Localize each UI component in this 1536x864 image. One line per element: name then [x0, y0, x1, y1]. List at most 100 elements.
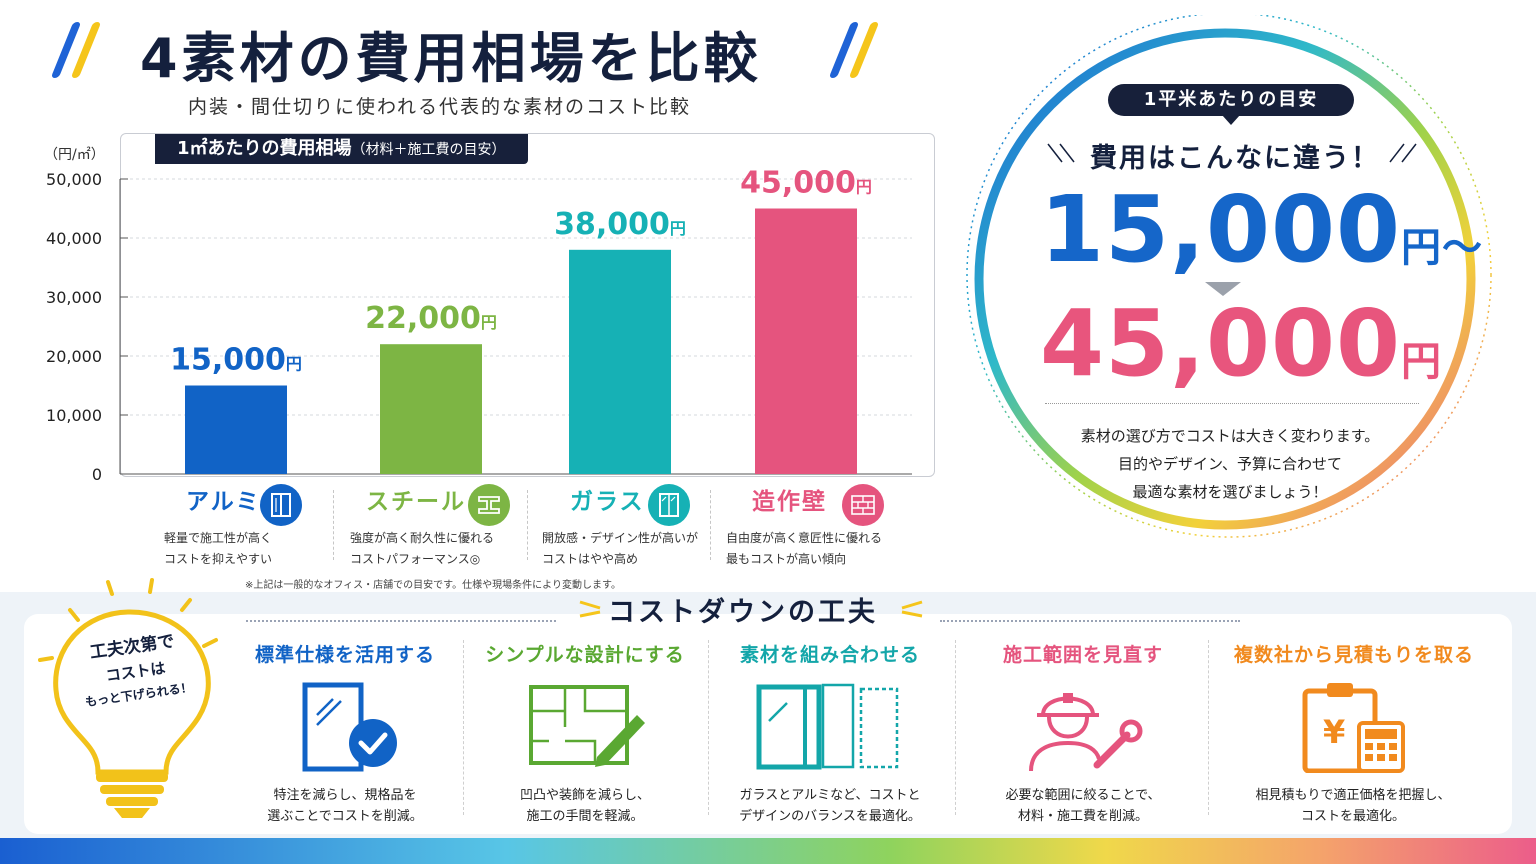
y-tick-label: 10,000 [46, 406, 102, 425]
desc-line: 相見積もりで適正価格を把握し、 [1255, 788, 1451, 803]
category-steel: スチール 強度が高く耐久性に優れる コストパフォーマンス◎ [350, 482, 536, 572]
section-deco-right [940, 620, 1240, 622]
section-title-deco-left [579, 600, 601, 618]
tip-divider [463, 640, 464, 815]
desc-line: コストパフォーマンス◎ [350, 552, 481, 566]
tip-divider [708, 640, 709, 815]
tip-desc: 必要な範囲に絞ることで、 材料・施工費を削減。 [964, 785, 1202, 827]
category-divider [333, 490, 334, 560]
tip-multiple-quotes: 複数社から見積もりを取る ¥ 相見積もりで適正価格を把握し、 コストを最適化。 [1234, 640, 1473, 827]
desc-line: 軽量で施工性が高く [164, 531, 273, 545]
cost-down-card [24, 614, 1512, 834]
standard-panel-check-icon [285, 681, 405, 773]
category-desc: 強度が高く耐久性に優れる コストパフォーマンス◎ [350, 528, 540, 570]
desc-line: 選ぶことでコストを削減。 [267, 809, 423, 824]
y-tick-label: 40,000 [46, 229, 102, 248]
blueprint-pencil-icon [525, 681, 645, 773]
price-from-value: 15,000 [1040, 176, 1402, 283]
worker-wrench-icon [1023, 681, 1143, 773]
desc-line: 素材の選び方でコストは大きく変わります。 [1080, 427, 1380, 445]
summary-headline: 費用はこんなに違う！ [1090, 143, 1380, 174]
category-desc: 開放感・デザイン性が高いが コストはやや高め [542, 528, 732, 570]
down-arrow-icon [1205, 282, 1241, 296]
tip-divider [955, 640, 956, 815]
tip-review-scope: 施工範囲を見直す 必要な範囲に絞ることで、 材料・施工費を削減。 [964, 640, 1202, 827]
chart-header: 1㎡あたりの費用相場（材料＋施工費の目安） [155, 134, 528, 164]
bar [755, 208, 857, 474]
category-glass: ガラス 開放感・デザイン性が高いが コストはやや高め [542, 482, 740, 572]
category-desc: 軽量で施工性が高く コストを抑えやすい [164, 528, 354, 570]
y-tick-label: 30,000 [46, 288, 102, 307]
desc-line: 強度が高く耐久性に優れる [350, 531, 495, 545]
footnote: ※上記は一般的なオフィス・店舗での目安です。仕様や現場条件により変動します。 [245, 580, 621, 591]
price-to-suffix: 円 [1401, 339, 1443, 385]
combined-panels-icon [755, 681, 905, 773]
price-from: 15,000円～ [1040, 176, 1483, 283]
bar-value-label: 15,000円 [170, 343, 302, 378]
desc-line: コストを抑えやすい [164, 552, 273, 566]
desc-line: 特注を減らし、規格品を [273, 788, 417, 803]
glass-window-icon [648, 484, 690, 526]
tip-divider [1208, 640, 1209, 815]
tip-simple-design: シンプルな設計にする 凹凸や装飾を減らし、 施工の手間を軽減。 [466, 640, 704, 827]
headline-deco-right [1389, 143, 1417, 163]
y-tick-label: 0 [92, 465, 102, 484]
category-custom-wall: 造作壁 自由度が高く意匠性に優れる 最もコストが高い傾向 [726, 482, 922, 572]
tip-desc: 凹凸や装飾を減らし、 施工の手間を軽減。 [466, 785, 704, 827]
desc-line: 目的やデザイン、予算に合わせて [1117, 455, 1343, 473]
category-aluminum: アルミ 軽量で施工性が高く コストを抑えやすい [164, 482, 356, 572]
desc-line: 凹凸や装飾を減らし、 [519, 788, 650, 803]
section-title-deco-right [901, 600, 923, 618]
y-axis-unit: （円/㎡） [44, 147, 105, 163]
bottom-gradient-bar [0, 838, 1536, 864]
lightbulb-icon [38, 578, 218, 818]
bar [380, 344, 482, 474]
section-deco-left [246, 620, 556, 622]
category-divider [710, 490, 711, 560]
category-desc: 自由度が高く意匠性に優れる 最もコストが高い傾向 [726, 528, 916, 570]
tip-standard-spec: 標準仕様を活用する 特注を減らし、規格品を 選ぶことでコストを削減。 [226, 640, 464, 827]
tip-desc: ガラスとアルミなど、コストと デザインのバランスを最適化。 [711, 785, 949, 827]
headline-deco-left [1047, 143, 1075, 163]
tip-title: シンプルな設計にする [485, 644, 685, 666]
tip-title: 施工範囲を見直す [1002, 644, 1163, 666]
tip-combine-materials: 素材を組み合わせる ガラスとアルミなど、コストと デザインのバランスを最適化。 [711, 640, 949, 827]
price-from-suffix: 円～ [1401, 225, 1484, 271]
steel-beam-icon [468, 484, 510, 526]
desc-line: 開放感・デザイン性が高いが [542, 531, 699, 545]
cost-down-title: コストダウンの工夫 [608, 597, 878, 628]
category-divider [527, 490, 528, 560]
category-name: アルミ [186, 489, 261, 515]
bar-value-label: 38,000円 [554, 207, 686, 242]
tip-title: 標準仕様を活用する [254, 644, 435, 666]
page-title: 4素材の費用相場を比較 [140, 27, 762, 90]
category-name: 造作壁 [752, 489, 827, 515]
bar [569, 249, 671, 474]
desc-line: 最適な素材を選びましょう！ [1132, 483, 1328, 501]
chart-header-sub: （材料＋施工費の目安） [351, 142, 506, 158]
bar-value-label: 45,000円 [740, 166, 872, 201]
category-name: ガラス [570, 489, 645, 515]
desc-line: 最もコストが高い傾向 [726, 552, 847, 566]
category-name: スチール [366, 489, 466, 515]
desc-line: コストを最適化。 [1300, 809, 1405, 824]
summary-divider [1045, 403, 1419, 404]
desc-line: デザインのバランスを最適化。 [739, 809, 921, 824]
desc-line: 自由度が高く意匠性に優れる [726, 531, 883, 545]
price-to: 45,000円 [1040, 290, 1442, 397]
tip-title: 素材を組み合わせる [739, 644, 920, 666]
desc-line: コストはやや高め [542, 552, 639, 566]
tip-desc: 相見積もりで適正価格を把握し、 コストを最適化。 [1234, 785, 1472, 827]
desc-line: 材料・施工費を削減。 [1017, 809, 1148, 824]
tip-desc: 特注を減らし、規格品を 選ぶことでコストを削減。 [226, 785, 464, 827]
desc-line: 施工の手間を軽減。 [526, 809, 644, 824]
desc-line: 必要な範囲に絞ることで、 [1005, 788, 1161, 803]
bar-value-label: 22,000円 [365, 301, 497, 336]
bar [185, 385, 287, 474]
chart-header-main: 1㎡あたりの費用相場 [177, 138, 352, 159]
summary-description: 素材の選び方でコストは大きく変わります。 目的やデザイン、予算に合わせて 最適な… [1060, 422, 1400, 506]
bar-chart: 0 10,000 20,000 30,000 40,000 50,000 15,000円 22… [46, 166, 912, 484]
window-frame-icon [260, 484, 302, 526]
summary-badge: 1平米あたりの目安 [1108, 84, 1354, 116]
price-to-value: 45,000 [1040, 290, 1402, 397]
